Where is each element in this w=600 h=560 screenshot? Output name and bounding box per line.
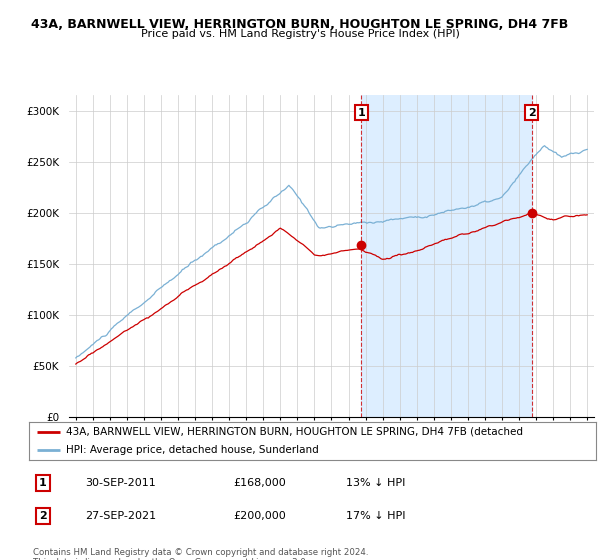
Text: 17% ↓ HPI: 17% ↓ HPI (346, 511, 406, 521)
Bar (361, 95, 532, 417)
Text: Price paid vs. HM Land Registry's House Price Index (HPI): Price paid vs. HM Land Registry's House … (140, 29, 460, 39)
Text: 30-SEP-2011: 30-SEP-2011 (86, 478, 156, 488)
Text: £168,000: £168,000 (233, 478, 286, 488)
Text: £200,000: £200,000 (233, 511, 286, 521)
Text: Contains HM Land Registry data © Crown copyright and database right 2024.
This d: Contains HM Land Registry data © Crown c… (33, 548, 368, 560)
Text: HPI: Average price, detached house, Sunderland: HPI: Average price, detached house, Sund… (65, 445, 319, 455)
Text: 43A, BARNWELL VIEW, HERRINGTON BURN, HOUGHTON LE SPRING, DH4 7FB: 43A, BARNWELL VIEW, HERRINGTON BURN, HOU… (31, 18, 569, 31)
Text: 2: 2 (528, 108, 536, 118)
Text: 43A, BARNWELL VIEW, HERRINGTON BURN, HOUGHTON LE SPRING, DH4 7FB (detached: 43A, BARNWELL VIEW, HERRINGTON BURN, HOU… (65, 427, 523, 437)
Text: 2: 2 (39, 511, 47, 521)
Text: 1: 1 (39, 478, 47, 488)
Text: 13% ↓ HPI: 13% ↓ HPI (346, 478, 406, 488)
Text: 1: 1 (358, 108, 365, 118)
Text: 27-SEP-2021: 27-SEP-2021 (86, 511, 157, 521)
